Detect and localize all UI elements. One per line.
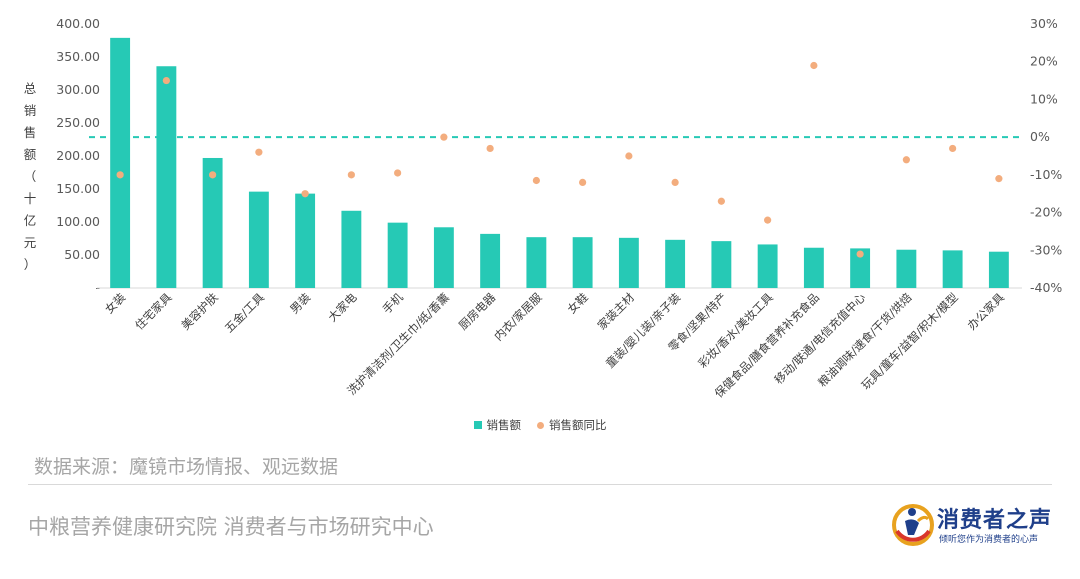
bar [341, 210, 362, 288]
y2-tick-label: -30% [1030, 242, 1062, 257]
category-label: 厨房电器 [456, 290, 499, 333]
bar [896, 249, 917, 288]
y-axis-label: 总销售额（十亿元） [24, 81, 37, 272]
bar [110, 37, 131, 288]
bar [942, 250, 963, 288]
category-label: 办公家具 [965, 290, 1008, 333]
category-label: 粮油调味/速食/干货/烘焙 [815, 290, 915, 390]
organization-name: 中粮营养健康研究院 消费者与市场研究中心 [28, 515, 434, 539]
category-label: 移动/联通/电信充值中心 [772, 290, 869, 387]
category-label: 住宅家具 [132, 290, 175, 333]
bar [295, 193, 316, 288]
y-tick-label: 50.00 [64, 247, 100, 262]
y2-tick-label: -10% [1030, 167, 1062, 182]
category-label: 家装主材 [595, 290, 638, 333]
yoy-point [440, 133, 448, 141]
legend-bar-label: 销售额 [486, 418, 522, 432]
bar [711, 241, 732, 288]
y-tick-label: 150.00 [56, 181, 100, 196]
bar [156, 66, 177, 289]
logo-title: 消费者之声 [937, 508, 1053, 533]
data-source-note: 数据来源：魔镜市场情报、观远数据 [34, 456, 339, 478]
y-tick-label: 350.00 [56, 49, 100, 64]
bar [757, 244, 778, 288]
yoy-point [301, 190, 309, 198]
footer-divider [28, 484, 1052, 485]
yoy-point [995, 175, 1003, 183]
dot-swatch-icon [537, 421, 544, 429]
category-label: 玩具/童车/益智/积木/模型 [859, 290, 961, 392]
y-axis-ticks: 400.00 350.00 300.00 250.00 200.00 150.00 100.… [56, 16, 100, 295]
y2-tick-label: 10% [1030, 91, 1058, 106]
dot-series [116, 61, 1003, 258]
category-label: 五金/工具 [222, 290, 268, 336]
y-tick-label: 300.00 [56, 82, 100, 97]
yoy-point [671, 178, 679, 186]
yoy-point [579, 178, 587, 186]
yoy-point [394, 169, 402, 177]
bar [433, 227, 454, 288]
yoy-point [949, 144, 957, 153]
y-tick-label: 400.00 [56, 16, 100, 31]
bar [803, 247, 824, 288]
yoy-point [532, 176, 540, 185]
bar [248, 191, 269, 288]
y2-tick-label: -40% [1030, 280, 1062, 295]
y2-tick-label: 20% [1030, 54, 1058, 69]
yoy-point [255, 148, 263, 156]
yoy-point [856, 250, 864, 258]
bar [850, 248, 871, 288]
bar [526, 237, 547, 288]
y2-tick-label: 30% [1030, 16, 1058, 31]
bar [665, 239, 686, 288]
bar [618, 237, 639, 288]
logo-emblem-icon [892, 504, 934, 546]
y-tick-label: 200.00 [56, 148, 100, 163]
y2-axis-ticks: 30% 20% 10% 0% -10% -20% -30% -40% [1030, 16, 1062, 295]
y-tick-label: 250.00 [56, 115, 100, 130]
yoy-point [810, 61, 818, 70]
logo-subtitle: 倾听您作为消费者的心声 [939, 535, 1039, 545]
yoy-point [209, 171, 217, 179]
yoy-point [347, 171, 355, 179]
bar-series [110, 37, 1009, 289]
legend: 销售额 销售额同比 [0, 417, 1080, 433]
bar [988, 251, 1009, 288]
legend-dot-label: 销售额同比 [549, 418, 607, 432]
category-label: 手机 [380, 290, 407, 317]
yoy-point [902, 156, 910, 164]
legend-item-bar: 销售额 [473, 417, 522, 433]
bar [572, 237, 593, 288]
category-label: 女装 [102, 290, 129, 317]
yoy-point [116, 171, 124, 179]
legend-item-dot: 销售额同比 [537, 417, 607, 433]
chart-canvas: 总销售额（十亿元） 400.00 350.00 300.00 250.00 200.00… [24, 16, 1063, 401]
category-label: 内衣/家居服 [491, 290, 545, 344]
category-label: 女鞋 [565, 290, 592, 317]
brand-logo: 消费者之声 倾听您作为消费者的心声 [891, 499, 1061, 551]
yoy-point [625, 152, 633, 160]
yoy-point [717, 197, 725, 205]
yoy-point [486, 144, 494, 153]
category-label: 美容护肤 [178, 290, 221, 333]
y2-tick-label: 0% [1030, 129, 1050, 144]
bar [480, 233, 501, 288]
yoy-point [162, 76, 170, 85]
bar [387, 222, 408, 288]
bar [202, 157, 223, 288]
category-label: 大家电 [325, 290, 360, 325]
bar-swatch-icon [473, 421, 482, 429]
y-axis-title: 总销售额（十亿元） [24, 81, 37, 272]
y-tick-label: 100.00 [56, 214, 100, 229]
yoy-point [764, 216, 772, 224]
category-label: 男装 [287, 290, 314, 317]
y2-tick-label: -20% [1030, 205, 1062, 220]
